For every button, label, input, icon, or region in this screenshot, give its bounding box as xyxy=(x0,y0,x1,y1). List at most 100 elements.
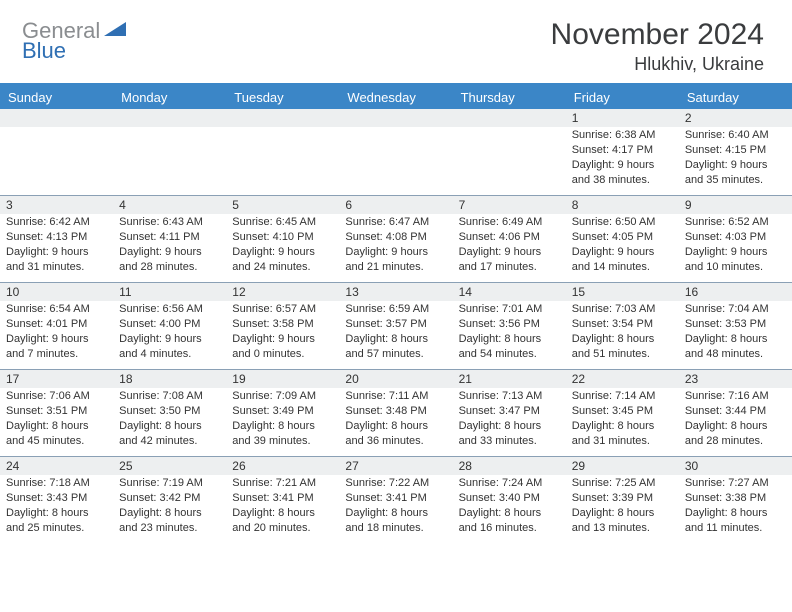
day-detail-line: Sunrise: 7:01 AM xyxy=(459,302,560,317)
week-row: 17Sunrise: 7:06 AMSunset: 3:51 PMDayligh… xyxy=(0,369,792,456)
day-cell: 5Sunrise: 6:45 AMSunset: 4:10 PMDaylight… xyxy=(226,196,339,282)
day-number: 3 xyxy=(0,198,13,212)
day-number-strip: 7 xyxy=(453,196,566,214)
logo-text-blue: Blue xyxy=(22,38,66,64)
day-detail-line: and 39 minutes. xyxy=(232,434,333,449)
day-number: 20 xyxy=(339,372,358,386)
day-detail-line: Daylight: 9 hours xyxy=(232,332,333,347)
day-detail-line: Sunrise: 7:24 AM xyxy=(459,476,560,491)
day-number: 18 xyxy=(113,372,132,386)
day-detail-line: Daylight: 8 hours xyxy=(685,332,786,347)
day-number: 2 xyxy=(679,111,692,125)
day-header: Friday xyxy=(566,86,679,109)
day-number-strip: 22 xyxy=(566,370,679,388)
day-number-strip: 23 xyxy=(679,370,792,388)
day-detail-line: Sunset: 4:17 PM xyxy=(572,143,673,158)
day-number: 13 xyxy=(339,285,358,299)
day-detail-line: Sunset: 3:49 PM xyxy=(232,404,333,419)
day-detail-line: Sunrise: 6:38 AM xyxy=(572,128,673,143)
day-cell: 11Sunrise: 6:56 AMSunset: 4:00 PMDayligh… xyxy=(113,283,226,369)
location: Hlukhiv, Ukraine xyxy=(551,54,764,75)
day-detail-line: and 21 minutes. xyxy=(345,260,446,275)
day-detail-line: Sunrise: 7:14 AM xyxy=(572,389,673,404)
day-number: 6 xyxy=(339,198,352,212)
day-cell: 4Sunrise: 6:43 AMSunset: 4:11 PMDaylight… xyxy=(113,196,226,282)
day-number-strip: 3 xyxy=(0,196,113,214)
day-detail-line: Daylight: 9 hours xyxy=(232,245,333,260)
day-detail-line: Sunrise: 7:25 AM xyxy=(572,476,673,491)
day-detail-line: Sunrise: 7:03 AM xyxy=(572,302,673,317)
day-detail-line: Sunrise: 6:50 AM xyxy=(572,215,673,230)
header: General November 2024 Hlukhiv, Ukraine xyxy=(0,0,792,83)
day-detail-line: Daylight: 9 hours xyxy=(572,245,673,260)
day-detail-line: and 14 minutes. xyxy=(572,260,673,275)
day-number: 1 xyxy=(566,111,579,125)
day-detail-line: Sunrise: 6:57 AM xyxy=(232,302,333,317)
day-cell xyxy=(453,109,566,195)
day-number-strip: 13 xyxy=(339,283,452,301)
day-header: Tuesday xyxy=(226,86,339,109)
day-detail-line: Sunrise: 6:43 AM xyxy=(119,215,220,230)
day-detail-line: Sunrise: 7:06 AM xyxy=(6,389,107,404)
day-number-strip: 2 xyxy=(679,109,792,127)
day-detail-line: and 18 minutes. xyxy=(345,521,446,536)
day-cell xyxy=(339,109,452,195)
day-detail-line: and 31 minutes. xyxy=(6,260,107,275)
day-number: 27 xyxy=(339,459,358,473)
title-block: November 2024 Hlukhiv, Ukraine xyxy=(551,18,764,75)
day-detail-line: Daylight: 8 hours xyxy=(119,419,220,434)
day-number-strip xyxy=(226,109,339,127)
day-detail-line: and 16 minutes. xyxy=(459,521,560,536)
day-number: 23 xyxy=(679,372,698,386)
day-cell: 29Sunrise: 7:25 AMSunset: 3:39 PMDayligh… xyxy=(566,457,679,543)
day-number-strip: 14 xyxy=(453,283,566,301)
day-detail-line: and 28 minutes. xyxy=(685,434,786,449)
day-number: 26 xyxy=(226,459,245,473)
day-detail-line: Sunset: 3:43 PM xyxy=(6,491,107,506)
day-number-strip: 24 xyxy=(0,457,113,475)
day-cell: 18Sunrise: 7:08 AMSunset: 3:50 PMDayligh… xyxy=(113,370,226,456)
day-number: 29 xyxy=(566,459,585,473)
day-number-strip: 9 xyxy=(679,196,792,214)
day-detail-line: Sunset: 4:13 PM xyxy=(6,230,107,245)
day-detail-line: Daylight: 8 hours xyxy=(459,419,560,434)
day-number: 8 xyxy=(566,198,579,212)
week-row: 3Sunrise: 6:42 AMSunset: 4:13 PMDaylight… xyxy=(0,195,792,282)
day-number-strip: 11 xyxy=(113,283,226,301)
day-detail-line: and 11 minutes. xyxy=(685,521,786,536)
day-header: Monday xyxy=(113,86,226,109)
day-number: 28 xyxy=(453,459,472,473)
day-number-strip xyxy=(113,109,226,127)
day-detail-line: and 4 minutes. xyxy=(119,347,220,362)
day-detail-line: and 35 minutes. xyxy=(685,173,786,188)
day-detail-line: Sunset: 3:51 PM xyxy=(6,404,107,419)
day-number-strip: 10 xyxy=(0,283,113,301)
day-number: 4 xyxy=(113,198,126,212)
day-detail-line: Sunrise: 7:18 AM xyxy=(6,476,107,491)
day-number: 22 xyxy=(566,372,585,386)
week-row: 1Sunrise: 6:38 AMSunset: 4:17 PMDaylight… xyxy=(0,109,792,195)
day-detail-line: Sunset: 4:15 PM xyxy=(685,143,786,158)
day-detail-line: Sunset: 4:06 PM xyxy=(459,230,560,245)
day-detail-line: Daylight: 9 hours xyxy=(119,332,220,347)
day-number: 9 xyxy=(679,198,692,212)
week-row: 24Sunrise: 7:18 AMSunset: 3:43 PMDayligh… xyxy=(0,456,792,543)
day-detail-line: Daylight: 8 hours xyxy=(572,419,673,434)
day-detail-line: Sunrise: 6:59 AM xyxy=(345,302,446,317)
day-detail-line: Sunset: 4:05 PM xyxy=(572,230,673,245)
day-number xyxy=(113,111,119,125)
day-number-strip: 8 xyxy=(566,196,679,214)
day-number: 7 xyxy=(453,198,466,212)
day-number-strip xyxy=(453,109,566,127)
day-number-strip: 12 xyxy=(226,283,339,301)
day-cell: 13Sunrise: 6:59 AMSunset: 3:57 PMDayligh… xyxy=(339,283,452,369)
day-number-strip: 26 xyxy=(226,457,339,475)
day-number: 24 xyxy=(0,459,19,473)
page-title: November 2024 xyxy=(551,18,764,52)
day-cell: 10Sunrise: 6:54 AMSunset: 4:01 PMDayligh… xyxy=(0,283,113,369)
day-detail-line: and 51 minutes. xyxy=(572,347,673,362)
day-detail-line: Daylight: 8 hours xyxy=(459,332,560,347)
day-cell: 6Sunrise: 6:47 AMSunset: 4:08 PMDaylight… xyxy=(339,196,452,282)
day-detail-line: Sunset: 3:58 PM xyxy=(232,317,333,332)
day-detail-line: Sunrise: 6:47 AM xyxy=(345,215,446,230)
